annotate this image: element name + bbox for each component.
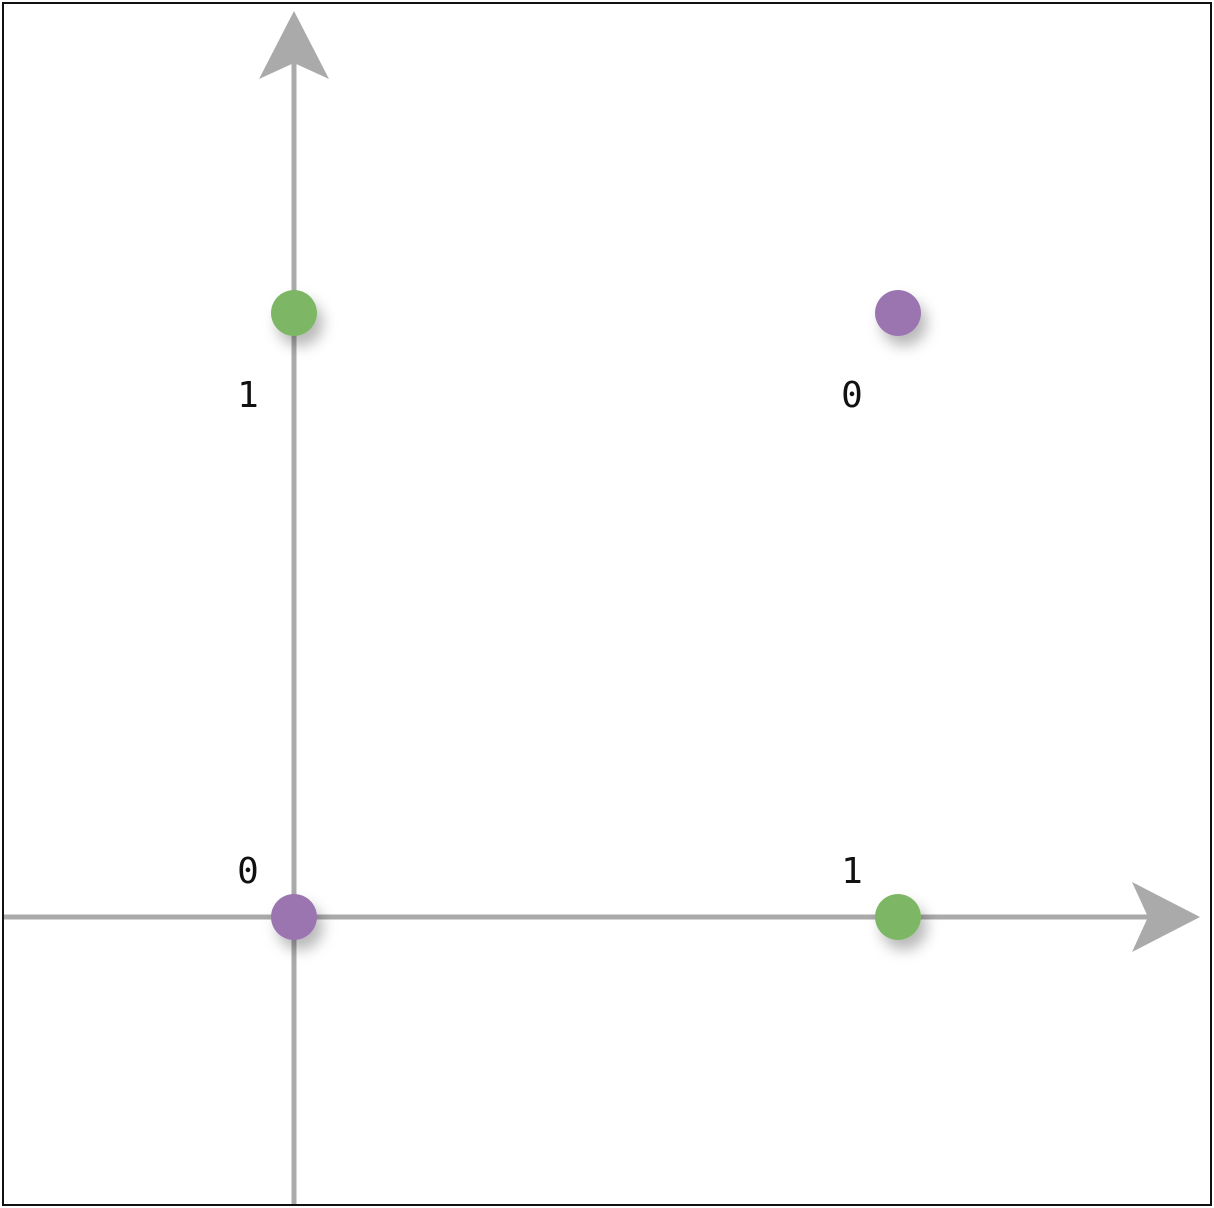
- data-label-1: 1: [841, 851, 863, 892]
- data-point-0: [271, 894, 317, 940]
- data-labels: 0 1 1 0: [237, 375, 863, 892]
- data-points: [271, 290, 921, 940]
- y-axis-arrowhead: [259, 11, 329, 79]
- data-label-0: 0: [237, 851, 259, 892]
- data-label-2: 1: [237, 375, 259, 416]
- data-label-3: 0: [841, 375, 863, 416]
- data-point-3: [875, 290, 921, 336]
- data-point-1: [875, 894, 921, 940]
- data-point-2: [271, 290, 317, 336]
- axes: [4, 11, 1200, 1204]
- x-axis-arrowhead: [1132, 882, 1200, 952]
